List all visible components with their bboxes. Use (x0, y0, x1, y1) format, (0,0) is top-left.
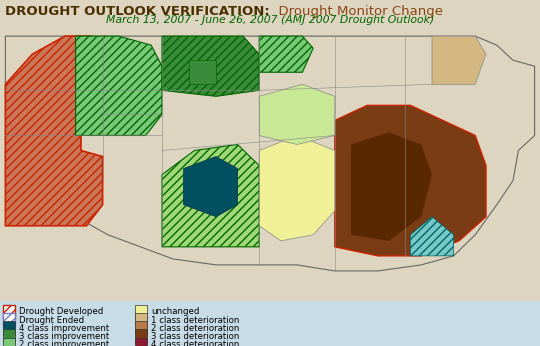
Text: Drought Ended: Drought Ended (19, 316, 84, 325)
Bar (135, 305, 147, 319)
Text: 2 class improvement: 2 class improvement (19, 340, 109, 346)
Bar (3, 338, 15, 346)
Polygon shape (5, 36, 103, 226)
Polygon shape (351, 133, 432, 241)
Bar (3, 305, 15, 319)
Text: unchanged: unchanged (151, 307, 200, 316)
Bar (135, 338, 147, 346)
Text: 3 class deterioration: 3 class deterioration (151, 332, 240, 341)
Polygon shape (259, 36, 313, 72)
Polygon shape (432, 36, 486, 84)
Text: Drought Monitor Change: Drought Monitor Change (270, 5, 443, 18)
Polygon shape (162, 145, 259, 247)
Polygon shape (76, 36, 162, 136)
Text: 4 class deterioration: 4 class deterioration (151, 340, 240, 346)
Polygon shape (259, 84, 335, 145)
Text: DROUGHT OUTLOOK VERIFICATION:: DROUGHT OUTLOOK VERIFICATION: (5, 5, 270, 18)
Bar (3, 321, 15, 335)
Text: 4 class improvement: 4 class improvement (19, 324, 109, 333)
Polygon shape (162, 36, 259, 96)
Text: Drought Developed: Drought Developed (19, 307, 103, 316)
Polygon shape (5, 36, 535, 271)
Text: 2 class deterioration: 2 class deterioration (151, 324, 240, 333)
Text: 1 class deterioration: 1 class deterioration (151, 316, 240, 325)
Polygon shape (189, 60, 216, 84)
Bar (3, 329, 15, 344)
Polygon shape (335, 106, 486, 256)
Bar (135, 313, 147, 327)
Bar (135, 321, 147, 335)
Text: March 13, 2007 - June 26, 2007 (AMJ 2007 Drought Outlook): March 13, 2007 - June 26, 2007 (AMJ 2007… (106, 15, 434, 25)
Bar (3, 313, 15, 327)
Polygon shape (184, 156, 238, 217)
Polygon shape (410, 217, 454, 256)
Bar (135, 329, 147, 344)
Text: 3 class improvement: 3 class improvement (19, 332, 109, 341)
Polygon shape (259, 136, 335, 241)
